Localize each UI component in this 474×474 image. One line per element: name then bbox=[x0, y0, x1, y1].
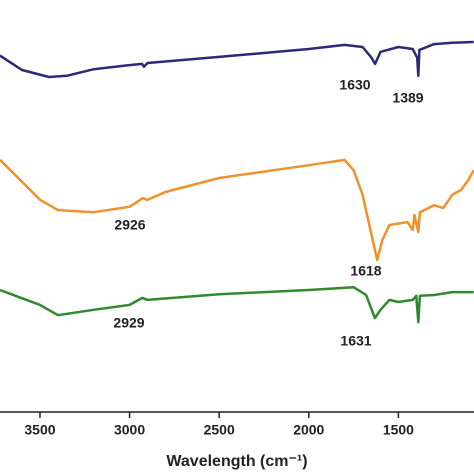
annotation: 1631 bbox=[340, 333, 371, 349]
series-line bbox=[0, 158, 474, 262]
series-line bbox=[0, 40, 474, 79]
x-tick-label: 2000 bbox=[293, 422, 324, 438]
x-axis-label: Wavelength (cm⁻¹) bbox=[166, 453, 307, 470]
x-tick-label: 3000 bbox=[114, 422, 145, 438]
x-tick-label: 3500 bbox=[24, 422, 55, 438]
x-tick-label: 2500 bbox=[204, 422, 235, 438]
annotation: 2929 bbox=[113, 315, 144, 331]
annotation: 1389 bbox=[392, 90, 423, 106]
series-line bbox=[0, 285, 474, 324]
annotation: 1618 bbox=[350, 263, 381, 279]
annotation: 2926 bbox=[114, 217, 145, 233]
x-tick-label: 1500 bbox=[383, 422, 414, 438]
annotation: 1630 bbox=[339, 77, 370, 93]
